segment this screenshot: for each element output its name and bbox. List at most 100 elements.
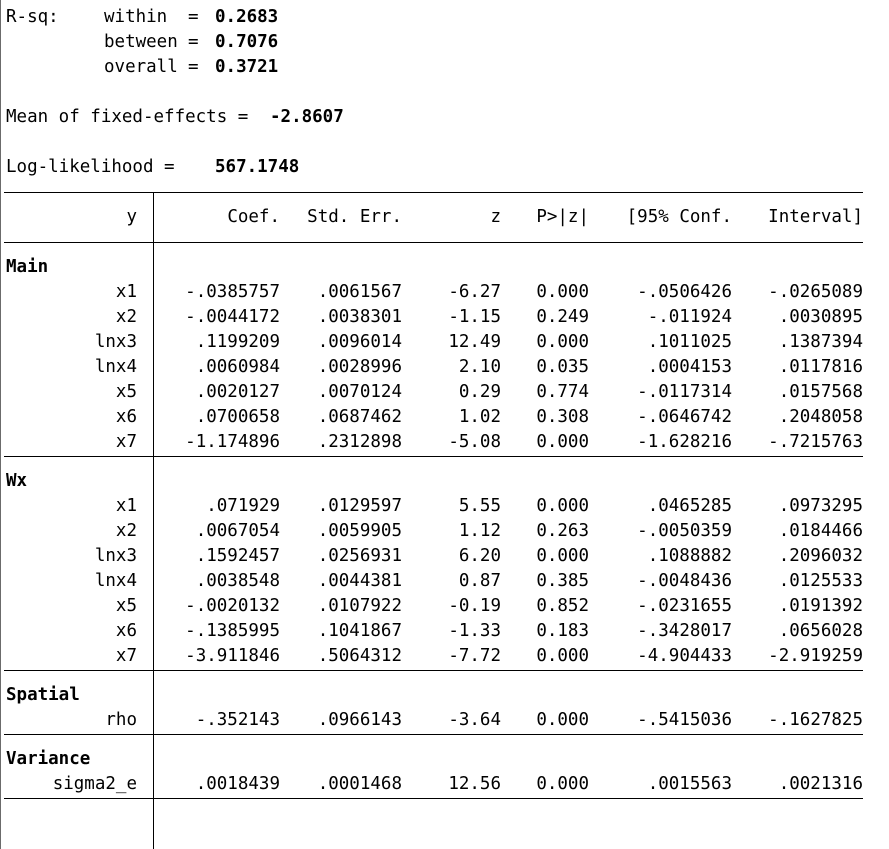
row-z: 1.12 bbox=[458, 521, 501, 541]
row-ci-upper: .1387394 bbox=[778, 332, 863, 352]
row-ci-lower: .0015563 bbox=[647, 774, 732, 794]
row-var: x6 bbox=[115, 407, 137, 427]
row-coef: -.0385757 bbox=[185, 282, 280, 302]
rsq-overall-label: overall bbox=[104, 57, 178, 77]
row-var: x5 bbox=[115, 382, 137, 402]
rsq-between-equals: = bbox=[188, 32, 210, 52]
row-coef: -.0044172 bbox=[185, 307, 280, 327]
row-stderr: .0001468 bbox=[317, 774, 402, 794]
row-var: sigma2_e bbox=[52, 774, 137, 794]
row-ci-upper: .0184466 bbox=[778, 521, 863, 541]
row-ci-lower: -.0231655 bbox=[637, 596, 732, 616]
rsq-within-label: within bbox=[104, 7, 168, 27]
row-stderr: .0256931 bbox=[317, 546, 402, 566]
table-rule bbox=[4, 798, 863, 799]
row-pvalue: 0.000 bbox=[536, 332, 589, 352]
row-z: -5.08 bbox=[448, 432, 501, 452]
row-ci-lower: -.0048436 bbox=[637, 571, 732, 591]
header-ci-upper: Interval] bbox=[768, 207, 863, 227]
row-stderr: .0096014 bbox=[317, 332, 402, 352]
section-label: Variance bbox=[6, 749, 91, 769]
table-column-divider bbox=[153, 192, 154, 849]
row-stderr: .0028996 bbox=[317, 357, 402, 377]
row-stderr: .2312898 bbox=[317, 432, 402, 452]
row-var: rho bbox=[105, 710, 137, 730]
section-label: Wx bbox=[6, 471, 28, 491]
row-ci-upper: .0656028 bbox=[778, 621, 863, 641]
row-stderr: .5064312 bbox=[317, 646, 402, 666]
row-ci-upper: .0191392 bbox=[778, 596, 863, 616]
row-ci-upper: .0117816 bbox=[778, 357, 863, 377]
row-pvalue: 0.852 bbox=[536, 596, 589, 616]
log-likelihood-value: 567.1748 bbox=[215, 157, 300, 177]
row-ci-upper: .0973295 bbox=[778, 496, 863, 516]
row-z: -1.33 bbox=[448, 621, 501, 641]
row-z: 12.49 bbox=[448, 332, 501, 352]
row-z: 2.10 bbox=[458, 357, 501, 377]
row-z: 0.29 bbox=[458, 382, 501, 402]
row-ci-lower: .1011025 bbox=[647, 332, 732, 352]
mean-fixed-effects-label: Mean of fixed-effects = bbox=[6, 107, 249, 127]
section-label: Main bbox=[6, 257, 49, 277]
row-var: x7 bbox=[115, 432, 137, 452]
row-coef: .0060984 bbox=[195, 357, 280, 377]
row-coef: -.0020132 bbox=[185, 596, 280, 616]
row-stderr: .0044381 bbox=[317, 571, 402, 591]
row-z: -1.15 bbox=[448, 307, 501, 327]
row-var: x1 bbox=[115, 496, 137, 516]
row-coef: .071929 bbox=[206, 496, 280, 516]
rsq-label: R-sq: bbox=[6, 7, 59, 27]
header-z: z bbox=[490, 207, 501, 227]
row-ci-upper: -.7215763 bbox=[768, 432, 863, 452]
row-stderr: .0129597 bbox=[317, 496, 402, 516]
row-ci-upper: .0125533 bbox=[778, 571, 863, 591]
row-coef: .1199209 bbox=[195, 332, 280, 352]
row-ci-upper: .2096032 bbox=[778, 546, 863, 566]
row-pvalue: 0.000 bbox=[536, 496, 589, 516]
row-pvalue: 0.385 bbox=[536, 571, 589, 591]
header-coef: Coef. bbox=[227, 207, 280, 227]
row-ci-upper: -.0265089 bbox=[768, 282, 863, 302]
header-var: y bbox=[126, 207, 137, 227]
row-z: 0.87 bbox=[458, 571, 501, 591]
row-stderr: .0966143 bbox=[317, 710, 402, 730]
row-ci-lower: -1.628216 bbox=[637, 432, 732, 452]
row-z: -3.64 bbox=[448, 710, 501, 730]
row-ci-lower: -.0506426 bbox=[637, 282, 732, 302]
row-ci-lower: -.0646742 bbox=[637, 407, 732, 427]
log-likelihood-label: Log-likelihood = bbox=[6, 157, 175, 177]
row-pvalue: 0.000 bbox=[536, 646, 589, 666]
row-z: 6.20 bbox=[458, 546, 501, 566]
row-coef: -3.911846 bbox=[185, 646, 280, 666]
row-z: 1.02 bbox=[458, 407, 501, 427]
row-ci-upper: .2048058 bbox=[778, 407, 863, 427]
row-ci-upper: -2.919259 bbox=[768, 646, 863, 666]
row-ci-lower: -.5415036 bbox=[637, 710, 732, 730]
row-var: x1 bbox=[115, 282, 137, 302]
row-pvalue: 0.000 bbox=[536, 432, 589, 452]
row-coef: -1.174896 bbox=[185, 432, 280, 452]
row-ci-upper: .0021316 bbox=[778, 774, 863, 794]
table-rule bbox=[4, 242, 863, 243]
row-stderr: .1041867 bbox=[317, 621, 402, 641]
section-label: Spatial bbox=[6, 685, 80, 705]
row-coef: -.1385995 bbox=[185, 621, 280, 641]
row-pvalue: 0.183 bbox=[536, 621, 589, 641]
row-pvalue: 0.249 bbox=[536, 307, 589, 327]
row-ci-lower: -.011924 bbox=[647, 307, 732, 327]
row-pvalue: 0.000 bbox=[536, 546, 589, 566]
row-var: x6 bbox=[115, 621, 137, 641]
rsq-within-equals: = bbox=[188, 7, 210, 27]
rsq-between-value: 0.7076 bbox=[215, 32, 279, 52]
row-ci-lower: -.0117314 bbox=[637, 382, 732, 402]
table-rule bbox=[4, 734, 863, 735]
row-ci-lower: .0004153 bbox=[647, 357, 732, 377]
rsq-within-value: 0.2683 bbox=[215, 7, 279, 27]
row-stderr: .0038301 bbox=[317, 307, 402, 327]
row-coef: .0067054 bbox=[195, 521, 280, 541]
row-stderr: .0107922 bbox=[317, 596, 402, 616]
row-z: -0.19 bbox=[448, 596, 501, 616]
row-stderr: .0059905 bbox=[317, 521, 402, 541]
table-rule bbox=[4, 192, 863, 193]
row-var: lnx3 bbox=[94, 546, 137, 566]
